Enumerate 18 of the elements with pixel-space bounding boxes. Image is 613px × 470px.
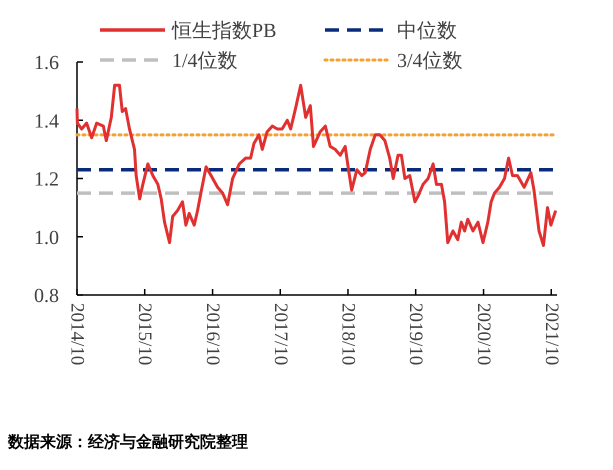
x-tick-label: 2020/10 [473,303,494,366]
legend-label: 1/4位数 [172,50,238,72]
x-tick-label: 2014/10 [66,303,88,366]
y-tick-label: 1.4 [34,110,59,132]
x-tick-label: 2015/10 [134,303,156,366]
y-tick-label: 1.6 [34,52,59,74]
y-tick-label: 1.2 [34,168,59,190]
x-tick-label: 2019/10 [405,303,426,366]
legend-label: 3/4位数 [397,50,463,72]
x-tick-label: 2016/10 [202,303,224,366]
x-tick-label: 2021/10 [540,303,562,366]
source-note: 数据来源：经济与金融研究院整理 [7,433,248,451]
y-tick-label: 1.0 [34,226,59,249]
y-tick-label: 0.8 [34,285,59,307]
x-tick-label: 2018/10 [337,303,358,366]
legend-label: 恒生指数PB [171,20,276,42]
x-tick-label: 2017/10 [270,303,291,366]
legend-label: 中位数 [397,20,457,42]
